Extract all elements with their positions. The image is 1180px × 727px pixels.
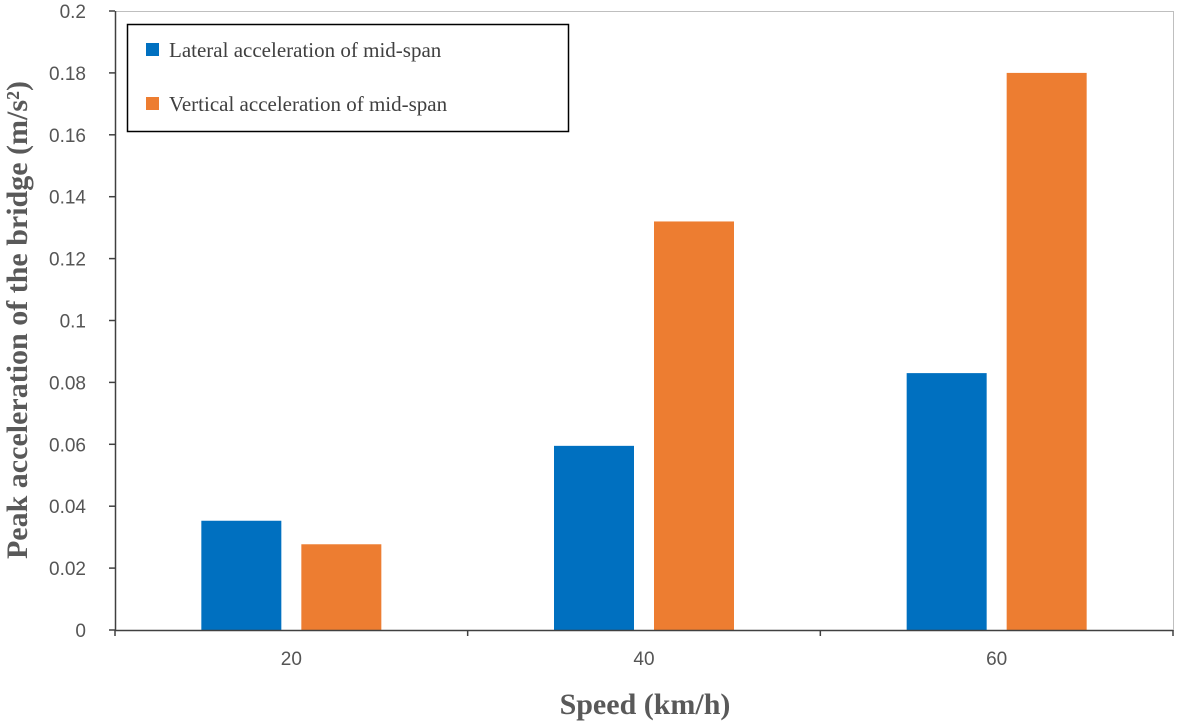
y-axis-title: Peak acceleration of the bridge (m/s²) — [1, 81, 34, 559]
legend-swatch-vertical — [146, 97, 159, 110]
y-tick-label: 0.18 — [49, 64, 86, 85]
y-tick-label: 0.06 — [49, 435, 86, 456]
x-axis: 20 40 60 — [114, 629, 1174, 670]
bar-lateral-60 — [906, 373, 987, 630]
legend-box — [126, 23, 570, 133]
y-tick-label: 0.08 — [49, 373, 86, 394]
legend-swatch-lateral — [146, 43, 159, 56]
bar-vertical-40 — [654, 221, 734, 630]
bars-group — [201, 72, 1087, 630]
bar-vertical-60 — [1006, 72, 1087, 630]
legend: Lateral acceleration of mid-span Vertica… — [126, 23, 570, 133]
y-tick-label: 0.1 — [60, 312, 86, 333]
y-tick-label: 0.12 — [49, 250, 86, 271]
bar-vertical-20 — [301, 544, 382, 630]
x-axis-title: Speed (km/h) — [560, 688, 731, 721]
x-tick-label: 60 — [986, 649, 1007, 670]
bar-lateral-20 — [201, 520, 282, 630]
x-tick-label: 20 — [281, 649, 302, 670]
y-tick-label: 0.04 — [49, 497, 86, 518]
y-tick-label: 0.16 — [49, 126, 86, 147]
y-tick-label: 0.2 — [60, 2, 86, 23]
y-tick-label: 0.14 — [49, 188, 86, 209]
y-tick-label: 0.02 — [49, 559, 86, 580]
y-tick-label: 0 — [75, 621, 86, 642]
bar-lateral-40 — [554, 445, 634, 630]
legend-label-vertical: Vertical acceleration of mid-span — [169, 92, 448, 116]
y-axis: 0 0.02 0.04 0.06 0.08 0.1 0.12 0.14 0.16 0.18 0.2 — [49, 2, 117, 642]
legend-label-lateral: Lateral acceleration of mid-span — [169, 38, 442, 62]
x-tick-label: 40 — [633, 649, 654, 670]
